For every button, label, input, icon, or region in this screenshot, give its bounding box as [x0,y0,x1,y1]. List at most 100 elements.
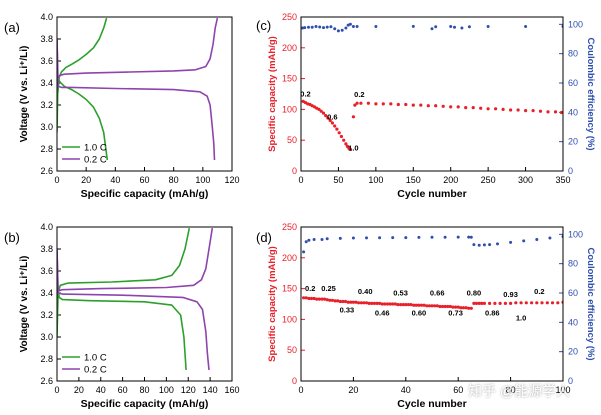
capacity-point [440,304,445,309]
series-line-10CC-charge [57,17,108,133]
capacity-point [535,301,539,305]
x-tick-label: 20 [74,385,84,395]
efficiency-point [434,25,438,29]
x-tick-label: 40 [110,175,120,185]
capacity-point [449,105,453,109]
capacity-point [438,304,442,309]
y2-axis-label: Coulombic efficiency (%) [585,248,596,361]
efficiency-point [310,25,314,29]
capacity-point [349,300,353,304]
y2-tick-label: 60 [568,288,578,298]
y-tick-label: 250 [282,222,297,232]
efficiency-point [469,235,473,239]
efficiency-point [496,242,499,246]
capacity-point [364,301,369,305]
capacity-point [519,301,523,305]
capacity-point [385,302,390,306]
capacity-point [396,303,400,307]
efficiency-point [314,25,318,28]
efficiency-point [307,238,311,242]
x-tick-label: 350 [555,175,570,185]
capacity-point [414,303,418,307]
efficiency-point [340,28,344,32]
efficiency-point [338,236,342,240]
y-tick-label: 50 [287,345,297,355]
series-line-10CC-discharge [57,76,109,161]
efficiency-point [378,236,382,240]
efficiency-point [325,25,329,29]
series-line-02CC-charge [57,227,214,292]
capacity-point [351,300,355,304]
capacity-point [348,147,352,151]
x-tick-label: 250 [481,175,496,185]
efficiency-point [430,235,434,239]
capacity-point [406,303,410,307]
watermark: 知乎 @能源学人 [468,383,571,399]
panel-b: (b) 0 20 40 60 80 100 120 140 160 2.6 2.8 3.0 3.2 3.4 3… [4,222,240,410]
capacity-point [469,306,473,310]
capacity-point [401,303,405,307]
capacity-point [362,301,366,305]
rate-label: 0.2 [305,284,315,293]
capacity-point [426,104,430,108]
rate-label: 0.66 [430,288,445,297]
capacity-point [446,304,450,309]
capacity-point [546,110,550,114]
capacity-point [325,298,329,302]
y2-tick-label: 100 [568,19,583,29]
rate-label: 0.86 [485,309,500,318]
x-tick-label: 200 [443,175,458,185]
x-tick-label: 80 [506,385,516,395]
efficiency-point [329,25,333,29]
capacity-point [472,301,476,305]
x-tick-label: 120 [224,175,239,185]
capacity-point [540,301,544,305]
efficiency-point [467,235,471,239]
y-tick-label: 3.4 [40,288,53,298]
capacity-point [454,305,458,309]
capacity-point [346,300,350,304]
y-axis-label: Specific capacity (mAh/g) [267,246,278,362]
capacity-point [553,110,558,114]
capacity-point [550,301,555,305]
y-tick-label: 0 [292,166,297,176]
capacity-point [321,111,326,115]
x-tick-label: 100 [555,385,570,395]
efficiency-point [312,238,316,241]
capacity-point [333,299,337,303]
capacity-point [435,304,439,308]
x-tick-label: 80 [139,385,149,395]
capacity-point [433,304,437,308]
capacity-point [427,304,431,308]
capacity-point [430,304,434,308]
y-tick-label: 250 [282,12,297,22]
rate-label: 0.6 [327,112,337,121]
panel-label: (b) [4,230,20,245]
y-tick-label: 150 [282,74,297,84]
rate-label: 0.33 [340,306,355,315]
capacity-point [315,297,319,301]
x-tick-label: 20 [81,175,91,185]
capacity-point [342,138,346,142]
capacity-point [493,301,497,305]
capacity-point [330,298,334,302]
series-line-10CC-charge [57,227,191,338]
rate-label: 0.60 [412,309,427,318]
capacity-point [338,299,342,304]
capacity-point [464,106,468,110]
capacity-point [412,303,416,307]
rate-label: 0.73 [448,309,463,318]
efficiency-point [509,240,513,244]
capacity-point [343,299,348,304]
x-tick-label: 140 [203,385,218,395]
capacity-point [417,303,421,307]
capacity-point [391,302,395,306]
capacity-point [556,301,560,305]
efficiency-point [351,25,355,28]
plot-area [57,17,219,161]
capacity-point [375,301,379,305]
capacity-point [355,101,359,105]
capacity-point [498,301,502,305]
capacity-point [459,306,463,310]
series-line-02CC-charge [57,17,219,79]
